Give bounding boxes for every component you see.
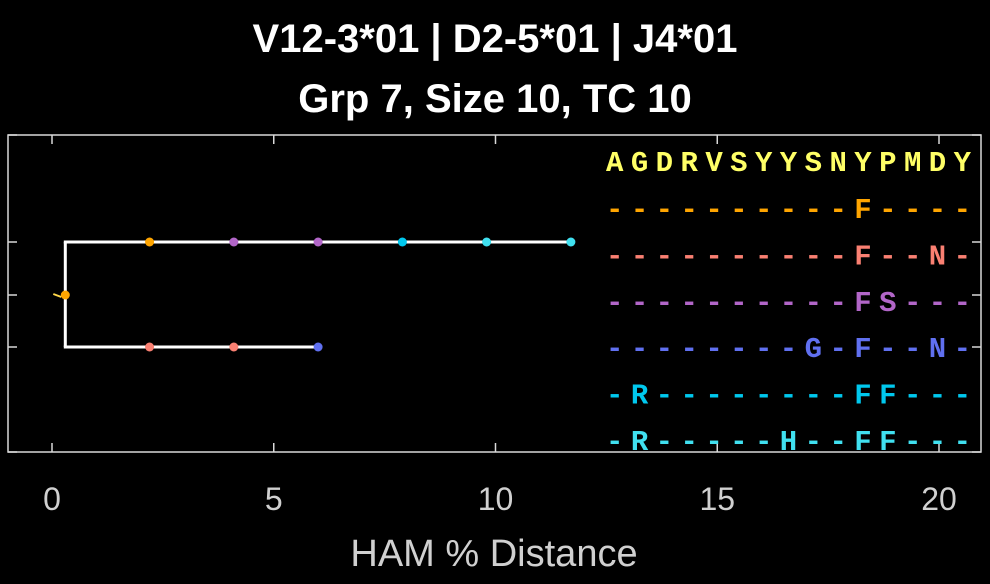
tree-node [229,342,239,352]
tree-node [313,342,323,352]
plot-frame [7,134,982,453]
chart-title-line-1: V12-3*01 | D2-5*01 | J4*01 [252,17,738,61]
alignment-row: -R--------FF--- [606,380,971,413]
alignment-row: ----------F--N- [606,240,971,273]
tree-root-node [60,290,70,300]
alignment-reference: AGDRVSYYSNYPMDY [606,147,972,180]
root-stub [52,293,62,298]
x-axis-label: HAM % Distance [350,533,637,575]
alignment-row: --------G-F--N- [606,333,971,366]
x-tick-label: 0 [43,481,61,517]
tree-node [229,237,239,247]
tree-node [145,237,155,247]
alignment-row: ----------F---- [606,194,971,227]
alignment-row: -R-----H--FF--- [606,426,971,459]
tree-node [566,237,576,247]
x-tick-label: 15 [699,481,735,517]
chart-title-line-2: Grp 7, Size 10, TC 10 [298,77,692,121]
tree-node [145,342,155,352]
x-tick-label: 5 [265,481,283,517]
x-tick-label: 10 [478,481,514,517]
tree-node [313,237,323,247]
tree-node [397,237,407,247]
tree-node [482,237,492,247]
x-tick-label: 20 [921,481,957,517]
alignment-row: ----------FS--- [606,287,971,320]
